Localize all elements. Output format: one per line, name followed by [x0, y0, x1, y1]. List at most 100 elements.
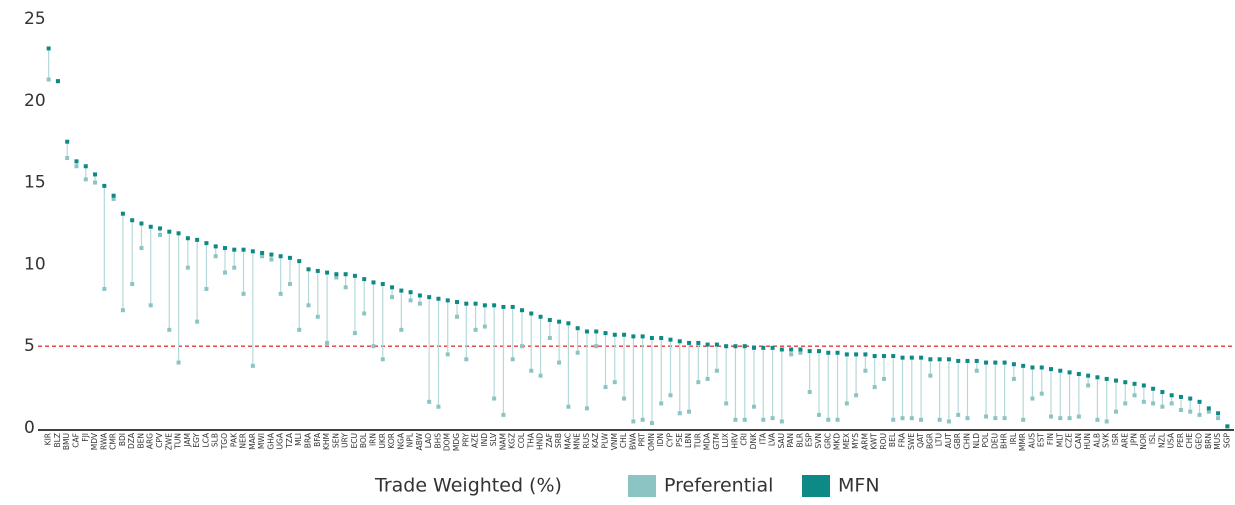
x-tick-label: MDG: [452, 433, 461, 451]
x-tick-label: LBN: [684, 433, 693, 448]
preferential-dot: [1076, 414, 1081, 419]
preferential-dot: [547, 336, 552, 341]
preferential-dot: [176, 360, 181, 365]
x-tick-label: LTU: [935, 433, 944, 446]
x-tick-label: CHN: [962, 433, 971, 450]
mfn-dot: [241, 247, 246, 252]
x-tick-label: SWE: [907, 433, 916, 450]
x-tick-label: CZE: [1065, 433, 1074, 448]
mfn-dot: [965, 358, 970, 363]
x-tick-label: SEN: [331, 433, 340, 448]
preferential-dot: [1141, 399, 1146, 404]
x-tick-label: BEL: [888, 432, 897, 447]
x-tick-label: NZL: [1157, 432, 1166, 448]
preferential-dot: [519, 344, 524, 349]
preferential-dot: [148, 303, 153, 308]
x-tick-label: TGO: [220, 433, 229, 450]
x-tick-label: KOR: [387, 433, 396, 449]
mfn-dot: [770, 345, 775, 350]
preferential-dot: [93, 180, 98, 185]
preferential-dot: [195, 319, 200, 324]
x-tick-label: MWI: [257, 433, 266, 449]
mfn-dot: [844, 352, 849, 357]
mfn-dot: [380, 282, 385, 287]
preferential-dot: [659, 401, 664, 406]
preferential-dot: [1095, 417, 1100, 422]
x-tick-label: BEN: [136, 433, 145, 449]
mfn-dot: [1058, 368, 1063, 373]
x-tick-label: BFA: [313, 432, 322, 447]
preferential-dot: [844, 401, 849, 406]
x-tick-label: SVK: [1102, 432, 1111, 448]
mfn-dot: [900, 355, 905, 360]
preferential-dot: [584, 406, 589, 411]
x-tick-label: HUN: [1083, 433, 1092, 450]
x-tick-label: SVN: [814, 433, 823, 449]
x-tick-label: GRC: [823, 433, 832, 449]
x-tick-label: CHL: [619, 432, 628, 448]
x-tick-label: MUS: [1213, 433, 1222, 450]
preferential-dot: [315, 314, 320, 319]
x-tick-label: KHM: [322, 433, 331, 450]
preferential-dot: [222, 270, 227, 275]
mfn-dot: [631, 334, 636, 339]
mfn-dot: [130, 218, 135, 223]
mfn-dot: [733, 344, 738, 349]
preferential-dot: [269, 257, 274, 262]
x-tick-label: MDV: [90, 432, 99, 450]
x-tick-label: MAR: [248, 433, 257, 450]
x-tick-label: AUS: [1027, 433, 1036, 449]
x-tick-label: LVA: [768, 432, 777, 446]
x-tick-label: NGA: [396, 432, 405, 449]
x-tick-label: FIN: [1046, 433, 1055, 445]
preferential-dot: [919, 417, 924, 422]
x-tick-label: BDI: [118, 433, 127, 446]
mfn-dot: [315, 268, 320, 273]
x-tick-label: GEO: [1195, 433, 1204, 450]
y-tick-label: 25: [24, 9, 46, 29]
mfn-dot: [1197, 399, 1202, 404]
preferential-dot: [668, 393, 673, 398]
preferential-dot: [900, 416, 905, 421]
preferential-dot: [260, 254, 265, 259]
x-tick-label: URY: [341, 433, 350, 448]
preferential-dot: [733, 417, 738, 422]
x-tick-label: BRN: [1204, 433, 1213, 449]
x-tick-label: ECU: [350, 433, 359, 448]
x-tick-label: MYS: [851, 433, 860, 449]
mfn-dot: [1132, 381, 1137, 386]
mfn-dot: [297, 259, 302, 264]
x-tick-label: ESP: [805, 433, 814, 447]
mfn-dot: [789, 347, 794, 352]
mfn-dot: [937, 357, 942, 362]
preferential-dot: [603, 385, 608, 390]
mfn-dot: [1049, 367, 1054, 372]
y-tick-label: 15: [24, 173, 46, 193]
y-tick-label: 20: [24, 91, 46, 111]
x-tick-label: SLB: [211, 433, 220, 447]
mfn-dot: [464, 301, 469, 306]
mfn-dot: [473, 301, 478, 306]
mfn-dot: [269, 252, 274, 257]
preferential-dot: [287, 282, 292, 287]
preferential-dot: [974, 368, 979, 373]
x-tick-label: BMU: [62, 433, 71, 450]
legend-label: Preferential: [664, 475, 773, 497]
mfn-dot: [956, 358, 961, 363]
x-tick-label: PAK: [229, 432, 238, 447]
preferential-dot: [863, 368, 868, 373]
mfn-dot: [83, 164, 88, 169]
mfn-dot: [1039, 365, 1044, 370]
preferential-dot: [909, 416, 914, 421]
mfn-dot: [779, 347, 784, 352]
legend-swatch: [628, 475, 656, 497]
mfn-dot: [687, 340, 692, 345]
x-tick-label: DZA: [127, 432, 136, 449]
x-tick-label: MKD: [833, 433, 842, 450]
x-tick-label: MNE: [573, 433, 582, 450]
preferential-dot: [872, 385, 877, 390]
x-tick-label: CAF: [71, 433, 80, 448]
preferential-dot: [1206, 409, 1211, 414]
mfn-dot: [881, 354, 886, 359]
